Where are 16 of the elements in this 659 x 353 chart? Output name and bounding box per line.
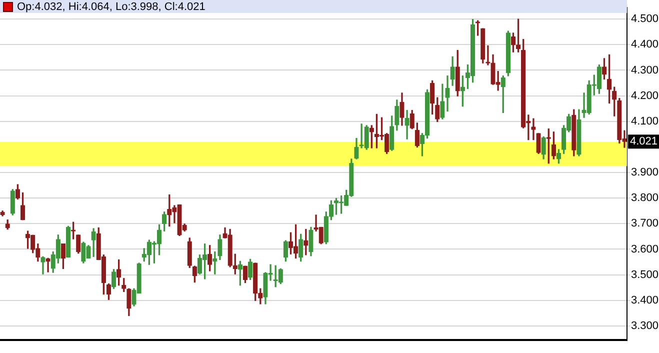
y-tick-label: 3.700	[631, 218, 659, 230]
y-tick-label: 3.800	[631, 192, 659, 204]
y-tick-label: 4.100	[631, 115, 659, 128]
y-tick-label: 4.400	[631, 38, 659, 51]
y-tick-label: 3.900	[631, 166, 659, 179]
candlestick	[531, 118, 536, 140]
y-tick-label: 4.500	[631, 13, 659, 26]
chart-title: Op:4.032, Hi:4.064, Lo:3.998, Cl:4.021	[17, 0, 206, 12]
y-tick-label: 3.400	[631, 294, 659, 306]
y-tick-label: 4.200	[631, 90, 659, 102]
candlestick	[46, 258, 50, 272]
y-tick-label: 3.300	[631, 320, 659, 332]
y-tick-label: 3.500	[631, 268, 659, 281]
y-tick-label: 4.300	[631, 64, 659, 76]
y-tick-label: 3.600	[631, 243, 659, 256]
annotation: 4.021	[630, 136, 658, 148]
